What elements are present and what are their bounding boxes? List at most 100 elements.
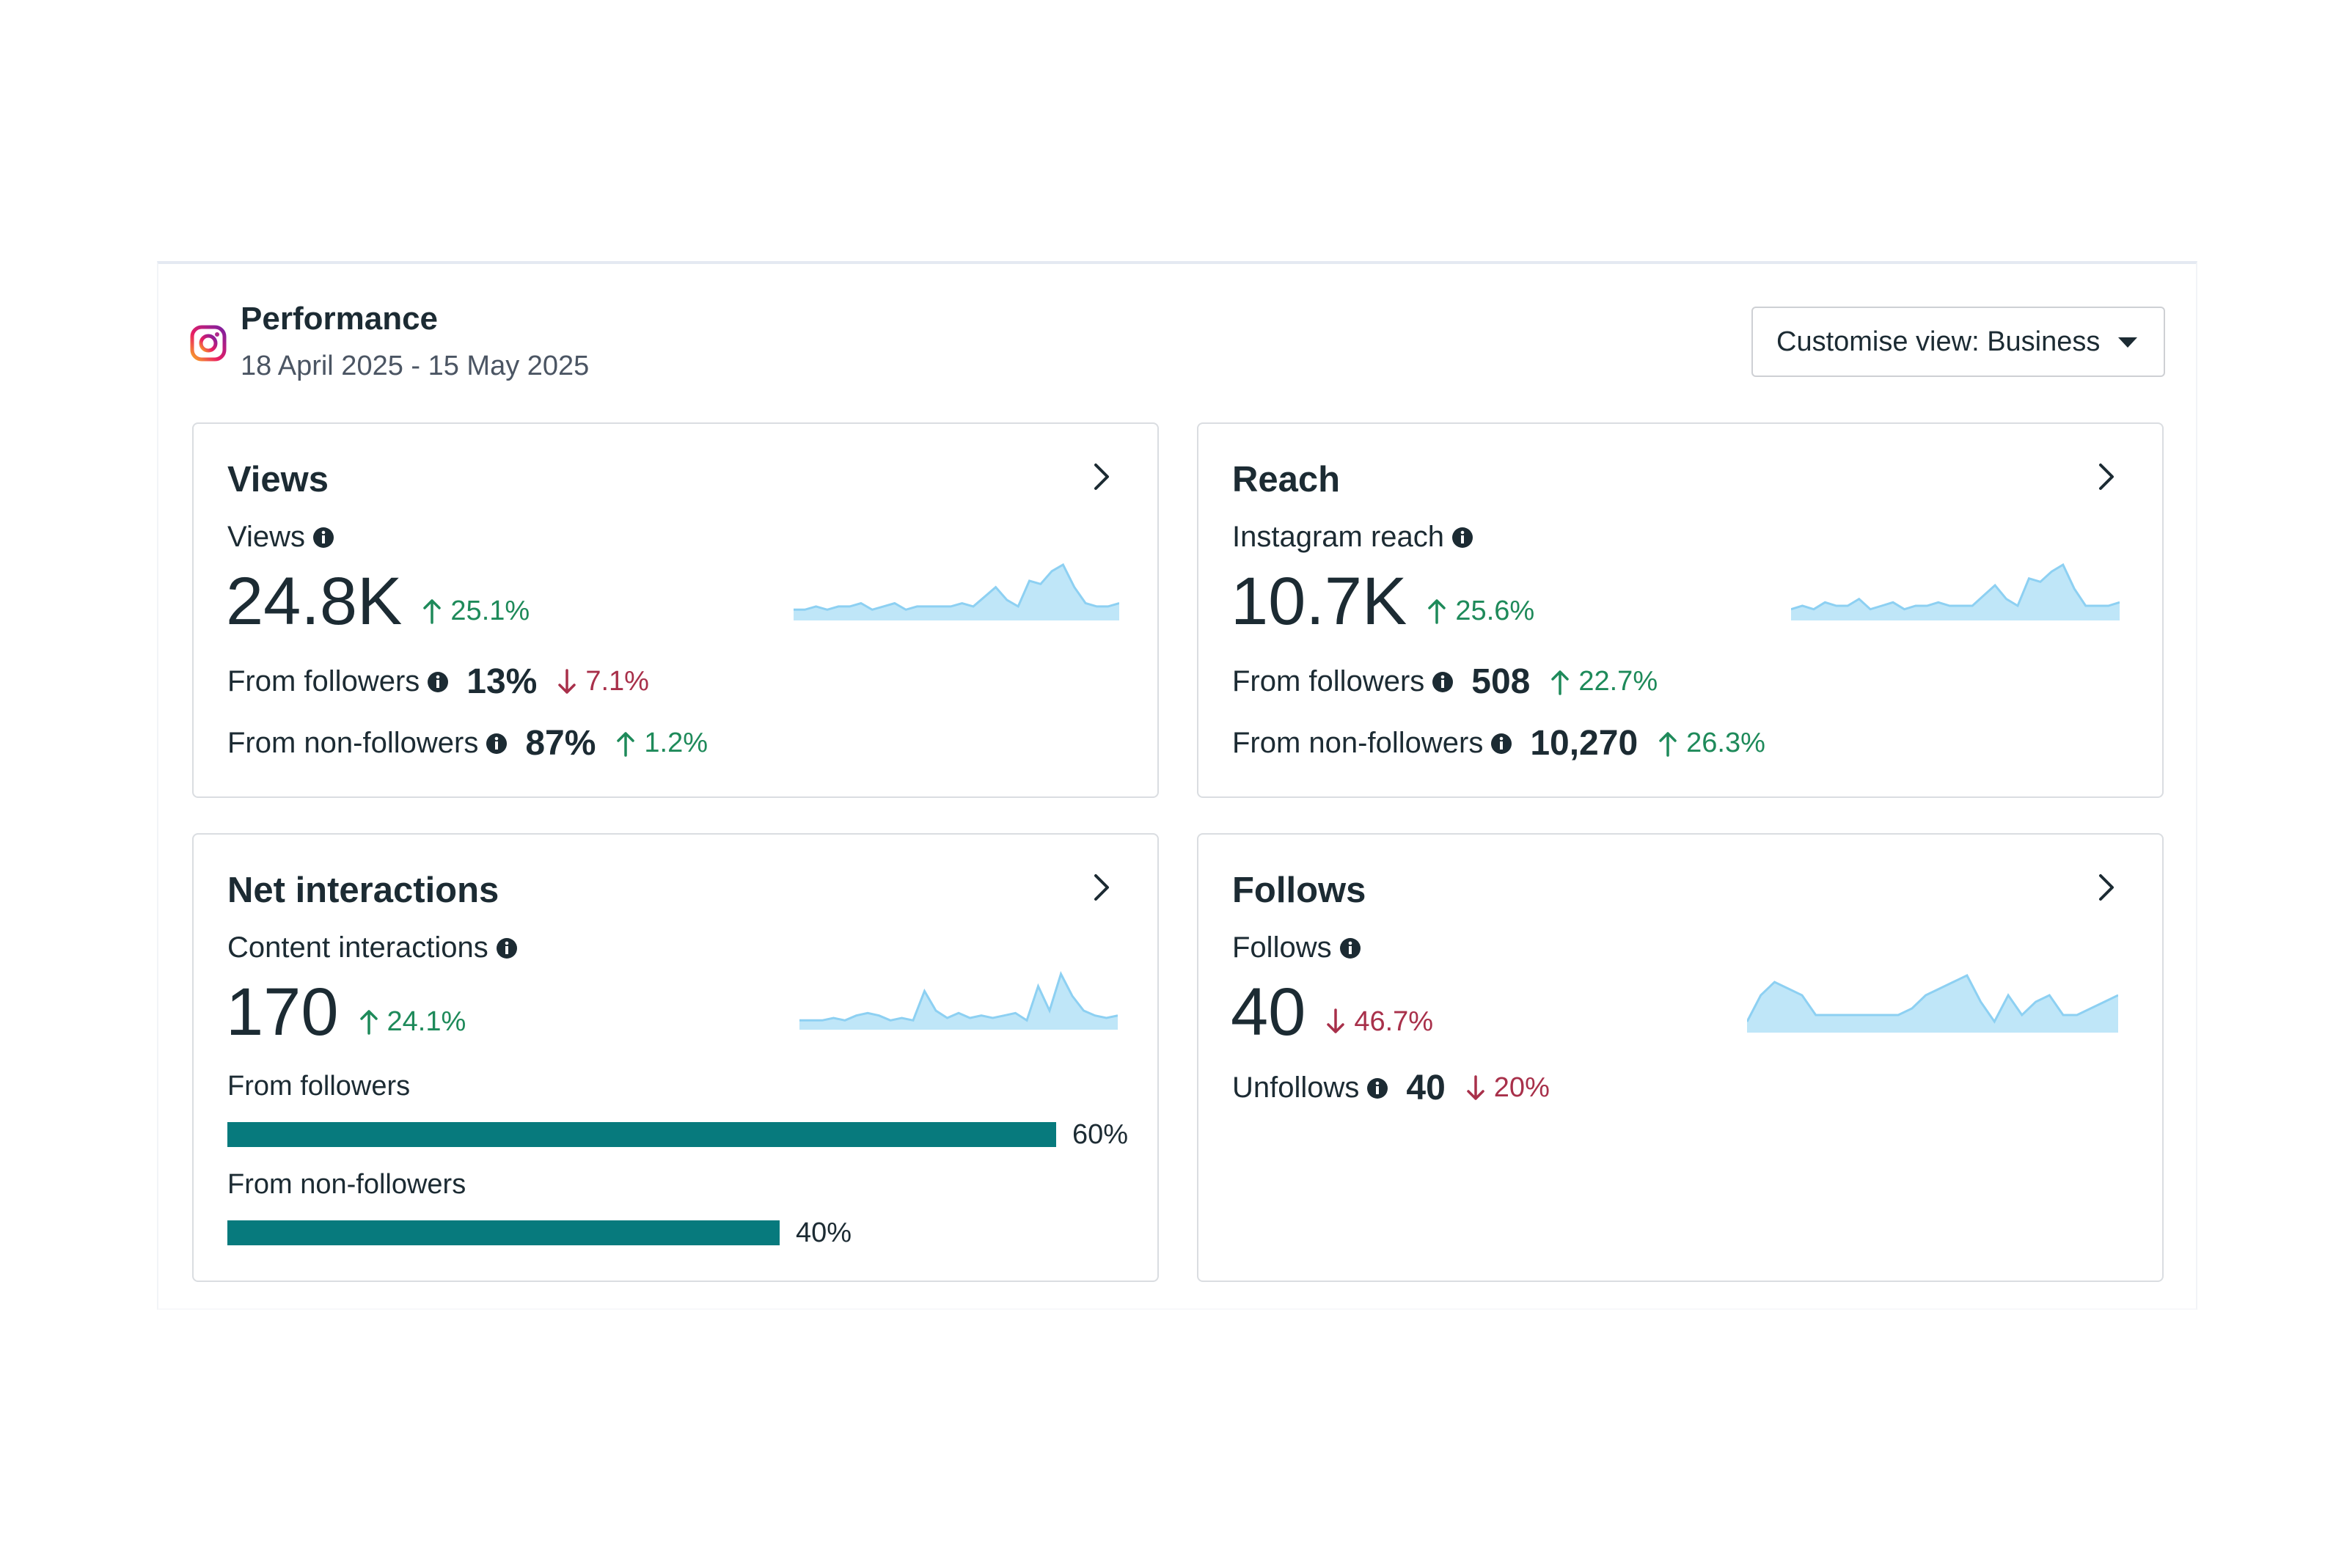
follows-change: 46.7%	[1326, 1006, 1433, 1038]
sparkline-area	[1747, 975, 2118, 1033]
row-value: 13%	[466, 662, 538, 701]
change-text: 1.2%	[644, 728, 709, 758]
follows-sparkline	[1747, 974, 2118, 1033]
change-text: 7.1%	[585, 666, 649, 697]
info-icon[interactable]	[1451, 527, 1473, 549]
metric-label-text: Follows	[1232, 931, 1332, 964]
reach-card-title: Reach	[1232, 460, 1341, 499]
views-card-title: Views	[227, 460, 329, 499]
sparkline-line	[1747, 974, 2118, 1024]
sparkline-line	[1791, 563, 2120, 611]
info-icon[interactable]	[1366, 1077, 1388, 1099]
net-interactions-card-title: Net interactions	[227, 871, 499, 910]
reach-card[interactable]: Reach Instagram reach 10.7K 25.6% From f…	[1197, 422, 2164, 798]
arrow-down-icon	[1327, 1008, 1345, 1033]
views-card[interactable]: Views Views 24.8K 25.1% From followers 1…	[192, 422, 1159, 798]
reach-sparkline	[1791, 563, 2120, 620]
row-label: From non-followers	[227, 727, 479, 759]
views-change: 25.1%	[422, 596, 530, 627]
reach-non-followers-row: From non-followers 10,270 26.3%	[1232, 723, 1765, 763]
row-label: From followers	[1232, 665, 1425, 697]
sparkline-line	[799, 971, 1118, 1022]
row-value: 10,270	[1530, 724, 1638, 763]
follows-card-title: Follows	[1232, 871, 1366, 910]
reach-metric-label: Instagram reach	[1232, 521, 1473, 554]
chevron-right-icon[interactable]	[1088, 461, 1115, 493]
customise-view-dropdown[interactable]: Customise view: Business	[1751, 307, 2165, 377]
interactions-change: 24.1%	[359, 1006, 466, 1038]
views-metric-label: Views	[227, 521, 334, 554]
sparkline-line	[794, 563, 1119, 611]
bar-label-non-followers: From non-followers	[227, 1169, 466, 1200]
follows-metric-label: Follows	[1232, 931, 1361, 964]
followers-bar	[227, 1122, 1056, 1147]
customise-view-label: Customise view: Business	[1776, 326, 2101, 357]
info-icon[interactable]	[486, 733, 508, 755]
row-change: 26.3%	[1658, 728, 1765, 759]
change-text: 22.7%	[1578, 666, 1658, 697]
change-text: 20%	[1493, 1072, 1550, 1103]
reach-value-row: 10.7K 25.6%	[1231, 563, 1534, 640]
follows-card[interactable]: Follows Follows 40 46.7% Unfollows 40 20…	[1197, 833, 2164, 1282]
sparkline-area	[794, 565, 1119, 620]
date-range: 18 April 2025 - 15 May 2025	[241, 351, 590, 381]
non-followers-bar	[227, 1220, 1056, 1245]
reach-value: 10.7K	[1231, 564, 1407, 639]
chevron-right-icon[interactable]	[2093, 461, 2120, 493]
non-followers-bar-percent: 40%	[796, 1217, 852, 1248]
arrow-up-icon	[1428, 599, 1446, 624]
views-sparkline	[794, 563, 1119, 620]
change-text: 25.6%	[1455, 595, 1535, 626]
change-text: 25.1%	[450, 595, 530, 626]
metric-label-text: Content interactions	[227, 931, 488, 964]
interactions-metric-label: Content interactions	[227, 931, 518, 964]
follows-value: 40	[1231, 975, 1306, 1049]
caret-down-icon	[2118, 337, 2137, 348]
info-icon[interactable]	[312, 527, 334, 549]
change-text: 24.1%	[387, 1005, 466, 1037]
sparkline-area	[1791, 565, 2120, 620]
row-label: From followers	[227, 665, 420, 697]
row-value: 87%	[525, 724, 596, 763]
arrow-up-icon	[423, 599, 442, 624]
views-followers-row: From followers 13% 7.1%	[227, 662, 649, 702]
arrow-down-icon	[1467, 1074, 1484, 1100]
metric-label-text: Instagram reach	[1232, 521, 1445, 553]
performance-panel: Performance 18 April 2025 - 15 May 2025 …	[157, 261, 2197, 1310]
views-value: 24.8K	[226, 564, 403, 639]
views-non-followers-row: From non-followers 87% 1.2%	[227, 723, 708, 763]
reach-followers-row: From followers 508 22.7%	[1232, 662, 1658, 702]
row-label: From non-followers	[1232, 727, 1484, 759]
page-title: Performance	[241, 301, 439, 337]
row-value: 508	[1471, 662, 1531, 701]
chevron-right-icon[interactable]	[2093, 871, 2120, 904]
followers-bar-percent: 60%	[1072, 1119, 1129, 1150]
info-icon[interactable]	[427, 671, 449, 693]
arrow-down-icon	[558, 668, 576, 694]
bar-label-followers: From followers	[227, 1071, 411, 1102]
row-value: 40	[1406, 1069, 1446, 1107]
arrow-up-icon	[617, 731, 635, 757]
chevron-right-icon[interactable]	[1088, 871, 1115, 904]
follows-value-row: 40 46.7%	[1231, 974, 1433, 1051]
interactions-sparkline	[799, 971, 1118, 1030]
info-icon[interactable]	[1339, 937, 1361, 959]
info-icon[interactable]	[1432, 671, 1454, 693]
net-interactions-card[interactable]: Net interactions Content interactions 17…	[192, 833, 1159, 1282]
unfollows-row: Unfollows 40 20%	[1232, 1068, 1550, 1108]
arrow-up-icon	[359, 1010, 378, 1035]
row-change: 20%	[1466, 1072, 1550, 1104]
change-text: 26.3%	[1686, 728, 1765, 758]
interactions-value: 170	[226, 975, 339, 1049]
row-label: Unfollows	[1232, 1071, 1360, 1104]
info-icon[interactable]	[1490, 733, 1512, 755]
metric-label-text: Views	[227, 521, 305, 553]
arrow-up-icon	[1659, 731, 1677, 757]
sparkline-area	[799, 974, 1118, 1030]
info-icon[interactable]	[496, 937, 518, 959]
non-followers-bar-fill	[227, 1220, 780, 1245]
row-change: 1.2%	[616, 728, 708, 759]
followers-bar-fill	[227, 1122, 1056, 1147]
row-change: 22.7%	[1550, 666, 1658, 697]
interactions-value-row: 170 24.1%	[226, 974, 466, 1051]
